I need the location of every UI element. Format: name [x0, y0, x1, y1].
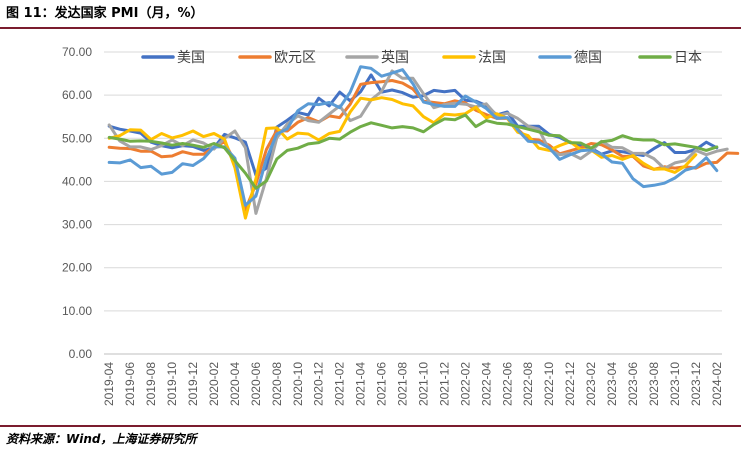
x-tick-label: 2019-12 [186, 362, 200, 406]
x-tick-label: 2021-08 [396, 362, 410, 406]
y-tick-label: 40.00 [62, 174, 92, 188]
top-rule [0, 27, 741, 29]
x-tick-label: 2020-06 [249, 362, 263, 406]
series-lines [107, 65, 740, 220]
figure-title: 图 11：发达国家 PMI（月，%） [6, 6, 204, 21]
legend-label: 英国 [381, 49, 409, 66]
x-tick-label: 2022-10 [542, 362, 556, 406]
x-tick-label: 2021-04 [354, 362, 368, 406]
x-tick-label: 2020-02 [207, 362, 221, 406]
x-tick-label: 2022-12 [563, 362, 577, 406]
y-tick-label: 30.00 [62, 218, 92, 232]
x-tick-label: 2019-10 [165, 362, 179, 406]
x-tick-label: 2021-02 [333, 362, 347, 406]
y-tick-label: 50.00 [62, 131, 92, 145]
y-tick-label: 20.00 [62, 261, 92, 275]
x-tick-label: 2023-12 [689, 362, 703, 406]
y-tick-label: 60.00 [62, 88, 92, 102]
x-tick-label: 2022-06 [500, 362, 514, 406]
legend-label: 日本 [674, 50, 702, 66]
x-tick-label: 2020-04 [228, 362, 242, 406]
x-tick-label: 2021-12 [437, 362, 451, 406]
x-tick-label: 2022-08 [521, 362, 535, 406]
series-line [107, 65, 719, 207]
pmi-line-chart: 0.0010.0020.0030.0040.0050.0060.0070.00 … [62, 45, 740, 406]
y-tick-label: 10.00 [62, 304, 92, 318]
x-tick-label: 2021-10 [416, 362, 430, 406]
x-tick-label: 2023-10 [668, 362, 682, 406]
x-tick-label: 2023-02 [584, 362, 598, 406]
y-axis-ticks: 0.00 10.00 20.00 30.00 40.00 50.00 60.00 70.00 [62, 45, 92, 361]
x-tick-label: 2024-02 [710, 362, 724, 406]
x-tick-label: 2021-06 [375, 362, 389, 406]
x-tick-label: 2020-10 [291, 362, 305, 406]
x-tick-label: 2023-08 [647, 362, 661, 406]
x-tick-label: 2020-08 [270, 362, 284, 406]
legend-label: 德国 [574, 50, 602, 66]
source-note: 资料来源：Wind，上海证券研究所 [6, 432, 197, 446]
legend-label: 法国 [478, 50, 506, 66]
x-tick-label: 2022-02 [458, 362, 472, 406]
x-tick-label: 2023-04 [605, 362, 619, 406]
series-line [107, 113, 719, 190]
bottom-rule [0, 425, 741, 427]
y-tick-label: 0.00 [69, 347, 93, 361]
gridlines [104, 51, 722, 312]
x-tick-label: 2020-12 [312, 362, 326, 406]
y-tick-label: 70.00 [62, 45, 92, 59]
x-tick-label: 2019-06 [123, 362, 137, 406]
legend-label: 欧元区 [274, 50, 316, 66]
x-tick-label: 2019-08 [144, 362, 158, 406]
x-tick-label: 2022-04 [479, 362, 493, 406]
x-axis-ticks: 2019-04 2019-06 2019-08 2019-10 2019-12 2020-… [102, 362, 724, 406]
legend: 美国 欧元区 英国 法国 德国 日本 [141, 49, 702, 66]
x-tick-label: 2023-06 [626, 362, 640, 406]
series-line [107, 96, 698, 220]
legend-label: 美国 [177, 50, 205, 66]
x-tick-label: 2019-04 [102, 362, 116, 406]
